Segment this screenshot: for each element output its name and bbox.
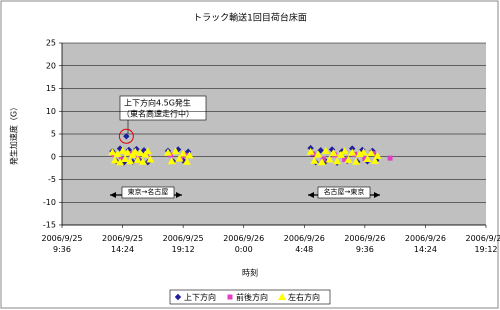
x-tick-label: 2006/9/25 19:12 (162, 234, 204, 254)
x-tick-label: 2006/9/26 14:24 (404, 234, 446, 254)
point (336, 150, 345, 158)
y-tick-label: -10 (43, 198, 56, 207)
legend-box (169, 289, 331, 305)
x-tick-label: 2006/9/26 4:48 (283, 234, 325, 254)
point (108, 148, 117, 156)
legend-label: 上下方向 (184, 292, 216, 302)
point (329, 149, 338, 157)
point (333, 157, 342, 165)
point (363, 155, 372, 163)
y-tick-label: 20 (46, 61, 56, 70)
point (164, 148, 172, 156)
point (359, 148, 368, 156)
callout-text: （東名高速走行中） (122, 109, 194, 119)
point (136, 149, 145, 157)
point (143, 147, 152, 155)
point (126, 157, 135, 165)
point (352, 157, 361, 165)
point (306, 147, 315, 155)
x-tick-label: 2006/9/25 9:36 (41, 234, 83, 254)
point (111, 156, 119, 164)
point (113, 150, 122, 158)
y-tick-label: 0 (51, 152, 56, 161)
y-tick-label: 5 (51, 130, 56, 139)
y-tick-label: 10 (46, 107, 56, 116)
x-tick-label: 2006/9/26 0:00 (223, 234, 265, 254)
point (118, 146, 127, 154)
x-tick-label: 2006/9/25 14:24 (102, 234, 144, 254)
route-label: 名古屋→東京 (324, 187, 365, 196)
route-arrow (110, 186, 182, 199)
point (325, 155, 334, 163)
legend-label: 前後方向 (236, 292, 268, 302)
callout-circle (118, 128, 134, 144)
x-tick-label: 2006/9/26 19:12 (465, 234, 500, 254)
point (373, 151, 382, 159)
point (146, 155, 155, 163)
point (320, 156, 326, 162)
point (182, 157, 191, 165)
legend-marker (278, 293, 286, 300)
callout (119, 95, 207, 134)
point (174, 146, 182, 153)
point (184, 152, 190, 158)
point (179, 149, 188, 157)
y-tick-label: -15 (43, 221, 56, 230)
point (310, 156, 319, 164)
point (362, 156, 368, 162)
point (317, 147, 324, 154)
point (314, 150, 323, 158)
callout-text: 上下方向4.5G発生 (124, 98, 191, 108)
y-axis-label: 発生加速度（G） (9, 103, 19, 165)
point (370, 156, 379, 164)
y-tick-label: 15 (46, 84, 56, 93)
point (123, 148, 132, 156)
point (328, 146, 336, 153)
route-arrow (308, 186, 380, 199)
legend-marker (227, 294, 233, 300)
point (344, 155, 353, 163)
y-tick-label: -5 (48, 175, 56, 184)
point (321, 146, 330, 154)
legend-label: 左右方向 (288, 292, 320, 302)
point (317, 158, 326, 166)
point (348, 148, 357, 156)
x-tick-label: 2006/9/26 9:36 (344, 234, 386, 254)
y-tick-label: 25 (46, 39, 56, 48)
point (131, 147, 140, 155)
point (138, 157, 147, 165)
point (387, 155, 393, 161)
point (116, 158, 125, 166)
point (118, 156, 124, 162)
legend-marker (174, 293, 182, 301)
chart-title: トラック輸送1回目荷台床面 (193, 12, 307, 24)
x-axis-label: 時刻 (242, 268, 258, 278)
point (355, 150, 364, 158)
point (175, 154, 184, 162)
route-label: 東京→名古屋 (128, 187, 169, 196)
point (342, 156, 348, 162)
point (133, 155, 142, 163)
point (116, 145, 124, 152)
point (171, 147, 180, 155)
point (167, 157, 176, 165)
point (185, 151, 194, 159)
point (340, 147, 349, 155)
point (121, 155, 130, 163)
point (123, 133, 130, 140)
point (367, 149, 376, 157)
point (349, 145, 356, 152)
